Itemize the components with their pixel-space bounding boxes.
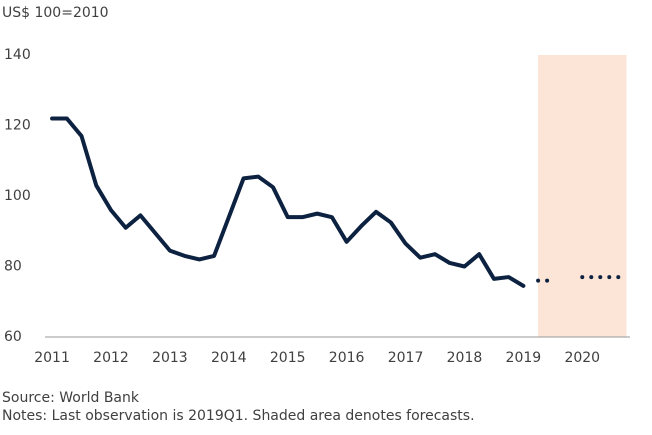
- y-tick-label: 120: [4, 118, 31, 134]
- source: Source: World Bank: [2, 390, 140, 406]
- x-tick-label: 2016: [329, 350, 365, 366]
- forecast-line: [536, 275, 629, 283]
- y-unit-label: US$ 100=2010: [2, 5, 109, 21]
- forecast-shade: [538, 55, 627, 337]
- x-tick-label: 2015: [270, 350, 306, 366]
- y-tick-label: 140: [4, 47, 31, 63]
- x-tick-label: 2012: [93, 350, 129, 366]
- y-tick-label: 80: [4, 259, 22, 275]
- x-tick-label: 2013: [152, 350, 188, 366]
- x-tick-label: 2018: [447, 350, 483, 366]
- x-tick-label: 2019: [506, 350, 542, 366]
- data-line: [50, 116, 526, 288]
- x-tick-label: 2020: [564, 350, 600, 366]
- y-tick-label: 100: [4, 188, 31, 204]
- x-tick-label: 2014: [211, 350, 247, 366]
- y-tick-label: 60: [4, 329, 22, 345]
- x-tick-label: 2017: [388, 350, 424, 366]
- notes: Notes: Last observation is 2019Q1. Shade…: [2, 408, 475, 424]
- x-tick-label: 2011: [34, 350, 70, 366]
